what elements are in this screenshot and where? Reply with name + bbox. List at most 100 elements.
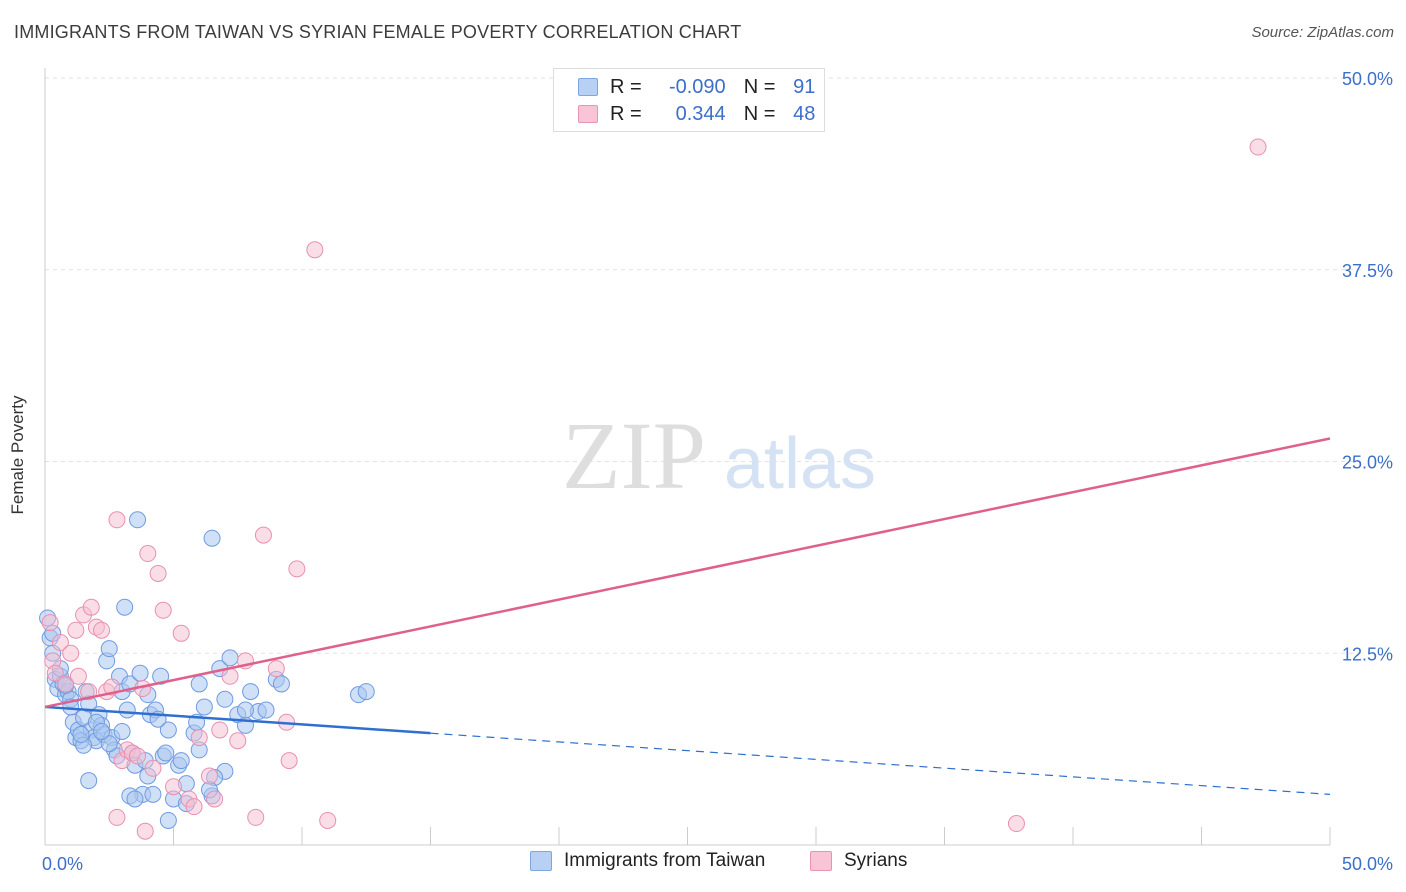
n-label: N = — [743, 102, 776, 125]
data-point-syrians — [172, 624, 190, 642]
legend-label-syrians: Syrians — [844, 850, 908, 871]
data-point-syrians — [206, 790, 224, 808]
data-point-taiwan — [93, 722, 111, 740]
r-label: R = — [610, 75, 642, 98]
data-point-syrians — [57, 675, 75, 693]
data-point-syrians — [62, 644, 80, 662]
axis-layer — [44, 68, 1331, 846]
data-point-taiwan — [357, 683, 375, 701]
watermark-atlas: atlas — [724, 424, 876, 504]
y-tick-label: 12.5% — [1342, 644, 1393, 664]
data-point-syrians — [67, 621, 85, 639]
data-point-taiwan — [126, 790, 144, 808]
stats-row-syrians: R = 0.344 N = 48 — [578, 101, 815, 127]
legend-label-taiwan: Immigrants from Taiwan — [564, 850, 766, 871]
data-point-taiwan — [144, 785, 162, 803]
data-point-syrians — [69, 667, 87, 685]
data-point-syrians — [1007, 815, 1025, 833]
data-point-syrians — [190, 729, 208, 747]
data-point-syrians — [149, 564, 167, 582]
x-tick-label: 50.0% — [1342, 854, 1393, 874]
legend-item-taiwan[interactable]: Immigrants from Taiwan — [530, 850, 765, 872]
data-point-syrians — [129, 747, 147, 765]
trend-lines — [44, 437, 1331, 795]
data-point-taiwan — [157, 744, 175, 762]
data-point-taiwan — [152, 667, 170, 685]
data-point-syrians — [108, 511, 126, 529]
grid-layer — [45, 77, 1365, 654]
stats-legend: R = -0.090 N = 91 R = 0.344 N = 48 — [553, 68, 825, 132]
source-note: Source: ZipAtlas.com — [1251, 24, 1394, 41]
data-point-syrians — [93, 621, 111, 639]
y-tick-label: 37.5% — [1342, 261, 1393, 281]
r-value: -0.090 — [668, 75, 726, 98]
legend-swatch-syrians — [810, 851, 832, 871]
data-point-syrians — [254, 526, 272, 544]
legend-swatch-taiwan — [530, 851, 552, 871]
data-point-syrians — [200, 767, 218, 785]
n-value: 48 — [793, 102, 816, 125]
y-tick-label: 50.0% — [1342, 69, 1393, 89]
data-point-syrians — [306, 241, 324, 259]
data-point-taiwan — [221, 649, 239, 667]
data-point-taiwan — [100, 640, 118, 658]
data-point-syrians — [165, 778, 182, 796]
data-point-taiwan — [72, 726, 90, 744]
data-point-taiwan — [172, 752, 190, 770]
data-point-taiwan — [242, 683, 260, 701]
data-point-syrians — [229, 732, 247, 750]
x-tick-label: 0.0% — [42, 854, 83, 874]
r-label: R = — [610, 102, 642, 125]
data-point-syrians — [51, 634, 69, 652]
data-point-syrians — [1249, 138, 1267, 156]
data-point-syrians — [136, 822, 154, 840]
trend-line-taiwan — [44, 705, 431, 735]
stats-row-taiwan: R = -0.090 N = 91 — [578, 74, 815, 100]
data-point-syrians — [211, 721, 229, 739]
data-point-taiwan — [129, 511, 147, 529]
data-point-taiwan — [159, 721, 177, 739]
legend-swatch-taiwan — [578, 78, 598, 96]
chart-title: IMMIGRANTS FROM TAIWAN VS SYRIAN FEMALE … — [14, 22, 742, 42]
data-point-taiwan — [100, 735, 118, 753]
data-point-syrians — [139, 545, 157, 563]
watermark: ZIP atlas — [562, 402, 876, 509]
n-value: 91 — [793, 75, 816, 98]
data-point-syrians — [46, 664, 64, 682]
data-point-taiwan — [257, 701, 275, 719]
tick-labels: 12.5% 25.0% 37.5% 50.0% 0.0% 50.0% — [42, 69, 1393, 874]
data-point-taiwan — [195, 698, 213, 716]
data-point-taiwan — [203, 529, 221, 547]
data-point-syrians — [144, 759, 162, 777]
data-point-syrians — [154, 601, 172, 619]
data-point-taiwan — [131, 664, 149, 682]
data-point-taiwan — [113, 722, 131, 740]
data-point-syrians — [267, 660, 285, 678]
data-point-taiwan — [159, 811, 177, 829]
legend-swatch-syrians — [578, 105, 598, 123]
r-value: 0.344 — [675, 102, 726, 125]
y-tick-label: 25.0% — [1342, 453, 1393, 473]
n-label: N = — [743, 75, 776, 98]
data-point-syrians — [319, 811, 337, 829]
data-point-taiwan — [272, 675, 290, 693]
data-point-syrians — [280, 752, 298, 770]
data-point-taiwan — [118, 701, 136, 719]
series-legend: Immigrants from Taiwan Syrians — [0, 850, 1406, 878]
data-point-taiwan — [116, 598, 134, 616]
data-point-syrians — [288, 560, 306, 578]
data-point-taiwan — [216, 690, 234, 708]
trend-line-taiwan-extrapolated — [430, 732, 1331, 795]
data-point-syrians — [82, 598, 100, 616]
data-point-syrians — [41, 614, 59, 632]
watermark-zip: ZIP — [562, 402, 706, 509]
data-point-taiwan — [236, 701, 254, 719]
trend-line-syrians — [44, 437, 1331, 709]
data-point-syrians — [185, 798, 203, 816]
data-point-syrians — [108, 808, 126, 826]
data-point-taiwan — [80, 772, 98, 790]
legend-item-syrians[interactable]: Syrians — [810, 850, 907, 872]
data-point-syrians — [80, 683, 98, 701]
data-point-syrians — [247, 808, 265, 826]
